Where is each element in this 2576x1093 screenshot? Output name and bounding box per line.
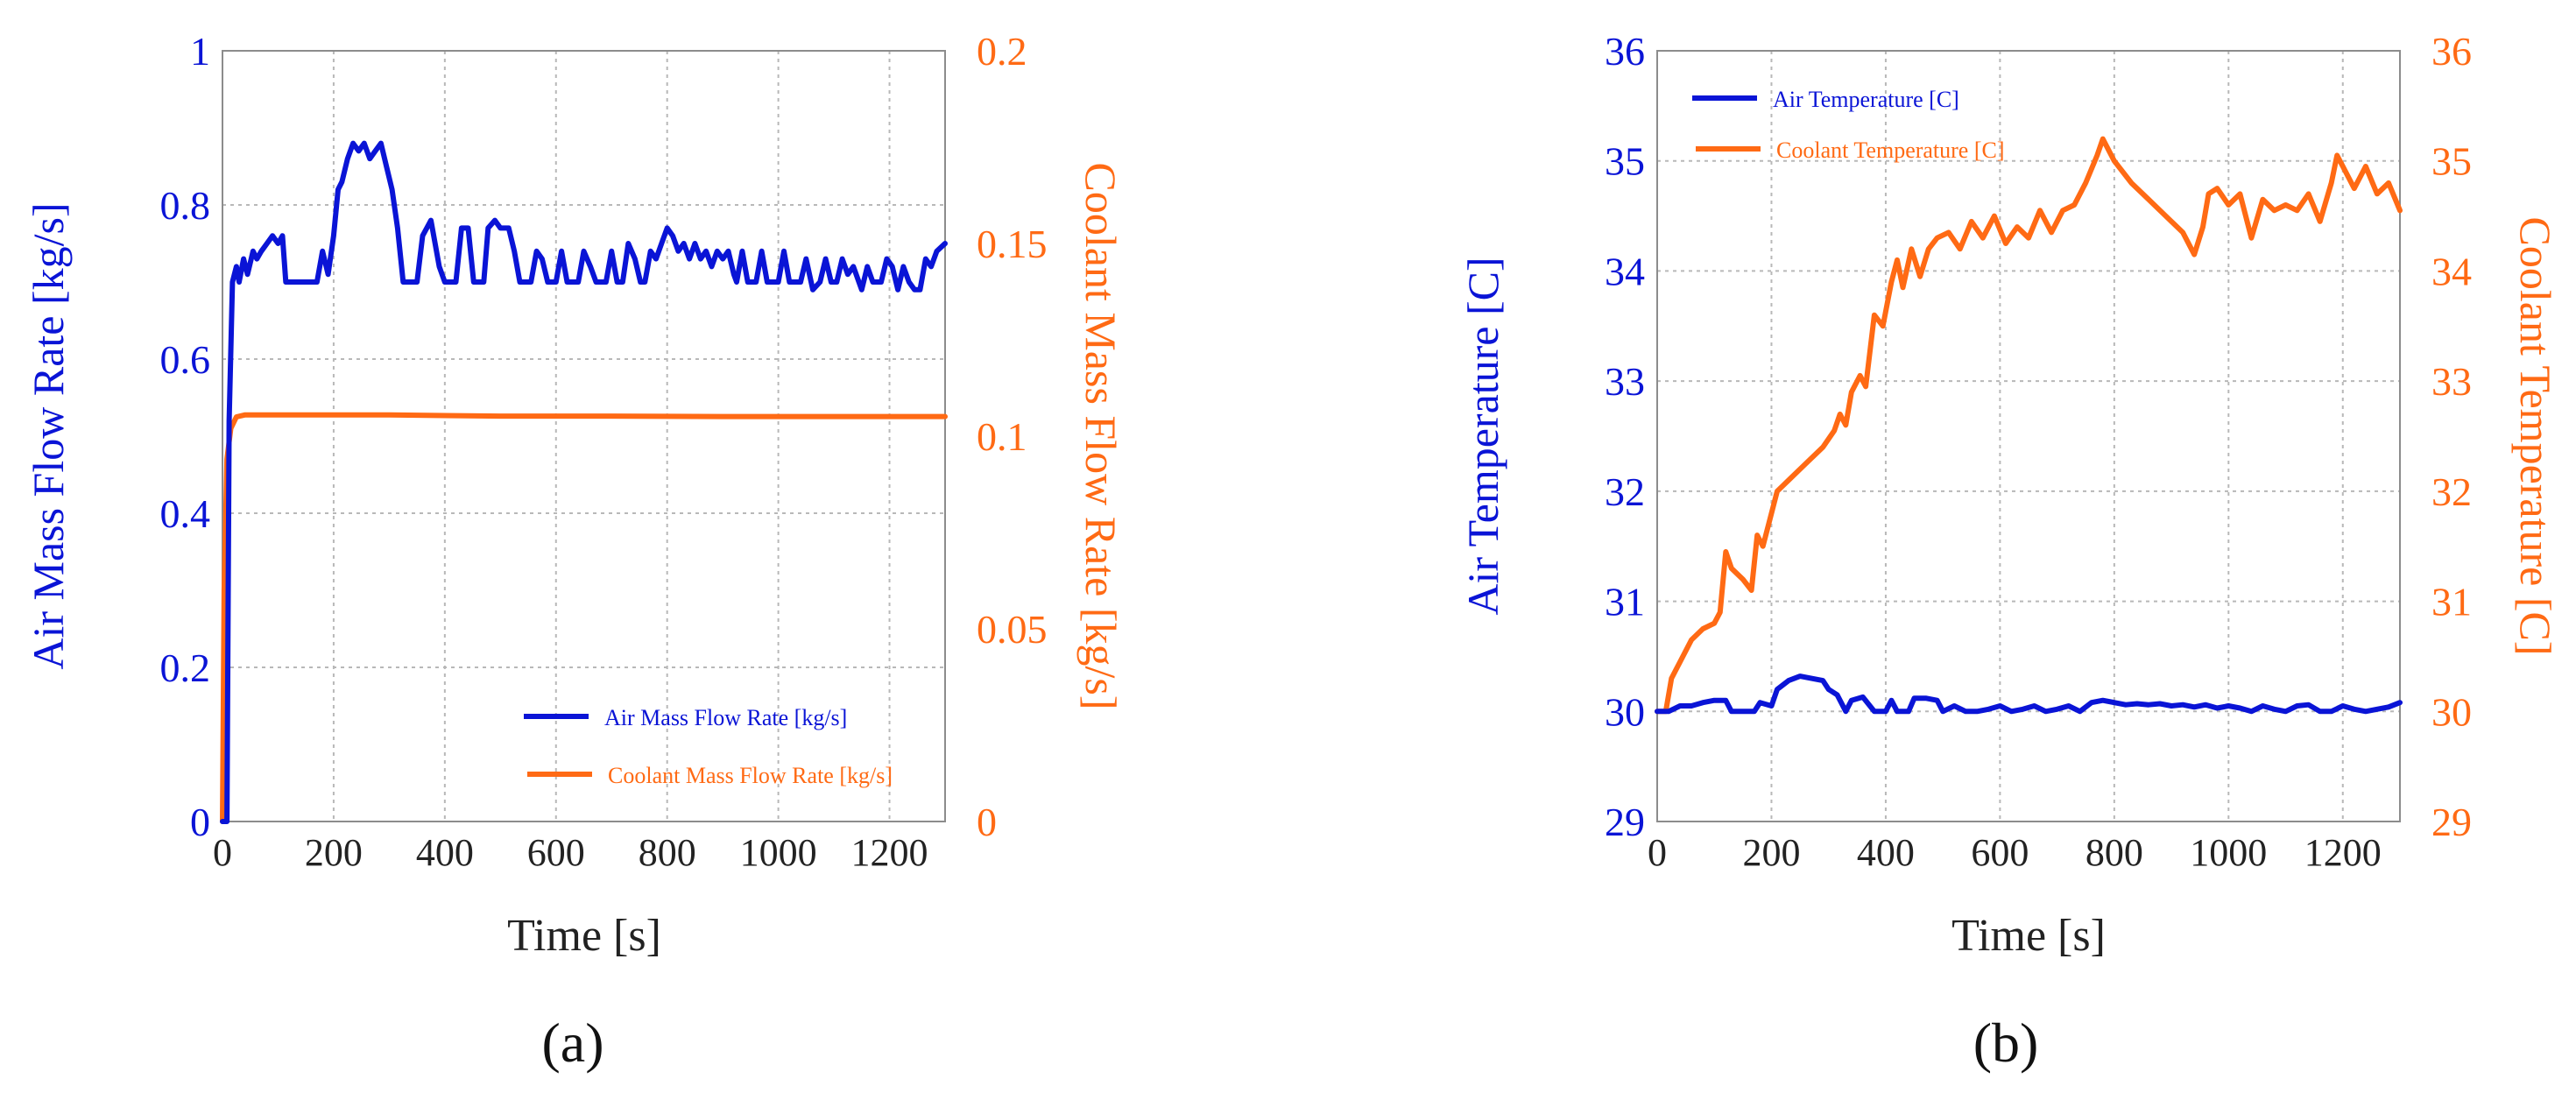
panel-a-left-tick-label: 0 xyxy=(190,800,210,844)
panel-b-x-tick-label: 1200 xyxy=(2304,831,2382,874)
legend-label-air-temperature: Air Temperature [C] xyxy=(1773,87,1959,112)
panel-a-left-tick-label: 0.4 xyxy=(160,491,211,536)
panel-b-label: (b) xyxy=(1973,1012,2039,1074)
panel-b-right-axis-label: Coolant Temperature [C] xyxy=(2511,217,2560,656)
panel-a-x-axis-label: Time [s] xyxy=(507,911,661,961)
panel-b-right-tick-label: 34 xyxy=(2431,249,2472,293)
panel-b-right-tick-label: 35 xyxy=(2431,139,2472,184)
panel-a-x-tick-label: 0 xyxy=(213,831,232,874)
panel-b-series-coolant-temperature-c xyxy=(1655,136,2403,715)
panel-a-right-tick-label: 0 xyxy=(977,800,997,844)
panel-b-right-tick-label: 32 xyxy=(2431,469,2472,514)
panel-b-right-tick-label: 31 xyxy=(2431,580,2472,624)
panel-b-tick-labels: 0 200 400 600 800 1000 1200 29 30 31 32 33 34 35 36 29 3… xyxy=(1605,29,2472,874)
panel-b-x-tick-label: 600 xyxy=(1971,831,2029,874)
panel-b-left-tick-label: 36 xyxy=(1605,29,1645,74)
panel-b-right-tick-label: 33 xyxy=(2431,359,2472,404)
panel-b-series-group xyxy=(1655,136,2403,715)
panel-b-left-tick-label: 30 xyxy=(1605,689,1645,734)
legend-label-coolant-temperature: Coolant Temperature [C] xyxy=(1776,138,2005,163)
panel-a-legend: Air Mass Flow Rate [kg/s] Coolant Mass F… xyxy=(524,705,893,788)
legend-label-coolant-mass-flow: Coolant Mass Flow Rate [kg/s] xyxy=(608,763,893,788)
panel-a-right-tick-label: 0.05 xyxy=(977,607,1048,652)
panel-a-x-tick-label: 200 xyxy=(305,831,363,874)
panel-b-right-tick-label: 36 xyxy=(2431,29,2472,74)
panel-b-x-tick-label: 0 xyxy=(1648,831,1667,874)
panel-b-series-air-temperature-c xyxy=(1655,673,2403,715)
panel-b-x-tick-label: 800 xyxy=(2086,831,2143,874)
panel-b-x-axis-label: Time [s] xyxy=(1951,911,2106,961)
panel-b-left-tick-label: 35 xyxy=(1605,139,1645,184)
panel-b-left-tick-label: 32 xyxy=(1605,469,1645,514)
panel-a-left-tick-label: 0.8 xyxy=(160,183,211,228)
panel-b-right-tick-label: 30 xyxy=(2431,689,2472,734)
panel-a-left-tick-label: 0.2 xyxy=(160,645,211,690)
panel-a-mass-flow-chart: 0 200 400 600 800 1000 1200 0 0.2 0.4 0.6 0.8 1 0 0.05… xyxy=(24,29,1126,1074)
panel-a-series-coolant-mass-flow-rate-kg-s xyxy=(220,412,948,824)
panel-a-plot-frame xyxy=(222,50,946,822)
panel-b-x-tick-label: 200 xyxy=(1742,831,1800,874)
panel-b-x-tick-label: 400 xyxy=(1857,831,1915,874)
panel-b-left-tick-label: 31 xyxy=(1605,580,1645,624)
panel-a-tick-labels: 0 200 400 600 800 1000 1200 0 0.2 0.4 0.6 0.8 1 0 0.05… xyxy=(160,29,1048,874)
panel-b-left-tick-label: 29 xyxy=(1605,800,1645,844)
panel-a-x-tick-label: 600 xyxy=(527,831,585,874)
legend-label-air-mass-flow: Air Mass Flow Rate [kg/s] xyxy=(604,705,847,730)
panel-a-left-axis-label: Air Mass Flow Rate [kg/s] xyxy=(24,202,73,669)
panel-a-series-air-mass-flow-rate-kg-s xyxy=(220,140,948,824)
panel-a-right-axis-label: Coolant Mass Flow Rate [kg/s] xyxy=(1076,163,1126,710)
panel-b-left-axis-label: Air Temperature [C] xyxy=(1458,257,1507,615)
panel-a-x-tick-label: 800 xyxy=(639,831,696,874)
panel-b-plot-frame xyxy=(1656,50,2401,822)
panel-b-left-tick-label: 34 xyxy=(1605,249,1645,293)
panel-b-temperature-chart: 0 200 400 600 800 1000 1200 29 30 31 32 33 34 35 36 29 3… xyxy=(1458,29,2560,1074)
panel-a-right-tick-label: 0.1 xyxy=(977,414,1027,459)
panel-b-right-tick-label: 29 xyxy=(2431,800,2472,844)
panel-a-right-tick-label: 0.15 xyxy=(977,222,1048,266)
panel-b-x-tick-label: 1000 xyxy=(2190,831,2267,874)
panel-a-right-tick-label: 0.2 xyxy=(977,29,1027,74)
panel-b-left-tick-label: 33 xyxy=(1605,359,1645,404)
panel-a-series-group xyxy=(220,140,948,824)
panel-b-legend: Air Temperature [C] Coolant Temperature … xyxy=(1692,87,2005,163)
panel-a-left-tick-label: 0.6 xyxy=(160,337,211,382)
panel-a-x-tick-label: 1000 xyxy=(740,831,817,874)
panel-a-x-tick-label: 400 xyxy=(416,831,474,874)
panel-a-label: (a) xyxy=(541,1012,603,1074)
panel-a-x-tick-label: 1200 xyxy=(851,831,928,874)
panel-a-left-tick-label: 1 xyxy=(190,29,210,74)
